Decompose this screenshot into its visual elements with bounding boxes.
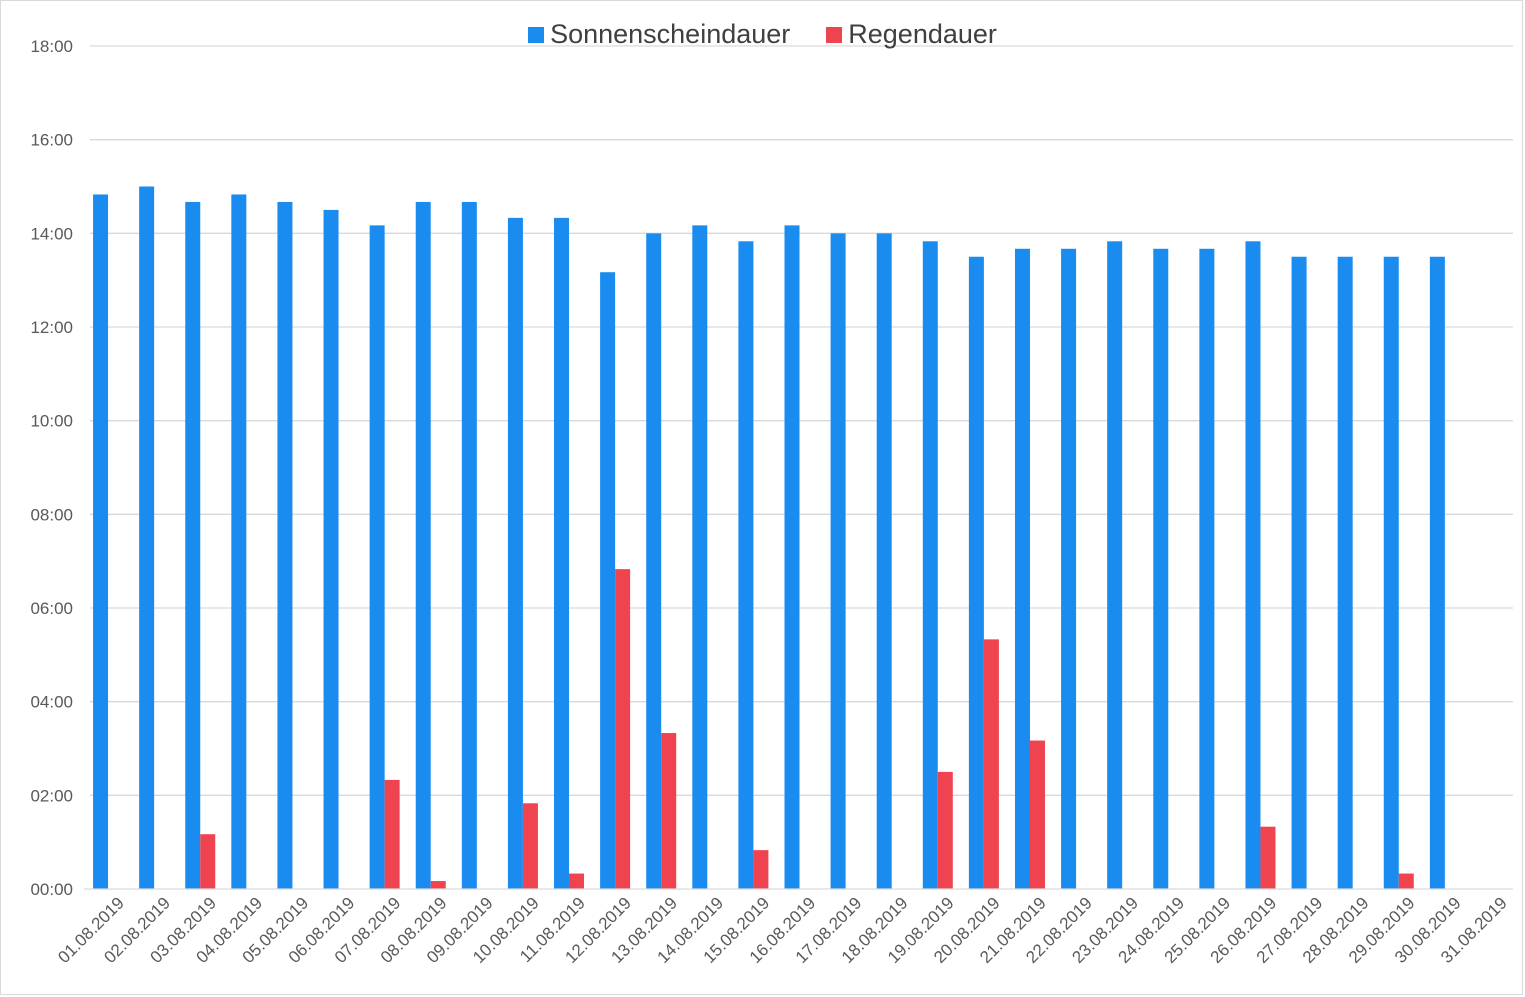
bar-sonnenschein [93,194,109,889]
bar-regen [522,803,538,889]
bar-regen [615,569,631,889]
bar-sonnenschein [1245,241,1261,890]
bar-regen [430,881,446,889]
y-tick-label: 00:00 [30,880,73,899]
y-tick-label: 02:00 [30,786,73,805]
bar-sonnenschein [554,217,570,890]
bar-sonnenschein [415,201,431,889]
bar-regen [1398,873,1414,889]
bars [93,186,1445,890]
bar-sonnenschein [507,217,523,890]
y-tick-label: 18:00 [30,37,73,56]
bar-sonnenschein [1153,248,1169,889]
bar-sonnenschein [277,201,293,889]
bar-sonnenschein [1383,256,1399,889]
bar-sonnenschein [1107,241,1123,890]
bar-sonnenschein [231,194,247,889]
y-tick-label: 10:00 [30,412,73,431]
bar-sonnenschein [738,241,754,890]
bar-sonnenschein [1337,256,1353,889]
bar-sonnenschein [830,233,846,890]
bar-sonnenschein [1061,248,1077,889]
bar-sonnenschein [323,209,339,889]
bar-regen [1029,740,1045,889]
bar-sonnenschein [1429,256,1445,889]
bar-sonnenschein [1199,248,1215,889]
bar-regen [1260,826,1276,889]
x-axis: 01.08.201902.08.201903.08.201904.08.2019… [54,888,1513,967]
bar-regen [569,873,585,889]
bar-sonnenschein [461,201,477,889]
bar-regen [753,850,769,889]
bar-sonnenschein [692,225,708,889]
bar-regen [200,834,216,889]
bar-regen [983,639,999,889]
bar-sonnenschein [1014,248,1030,889]
y-tick-label: 14:00 [30,224,73,243]
bar-regen [937,771,953,889]
bar-sonnenschein [922,241,938,890]
bar-sonnenschein [968,256,984,889]
bar-regen [384,779,400,889]
bar-sonnenschein [139,186,155,889]
y-tick-label: 16:00 [30,131,73,150]
bar-sonnenschein [600,272,616,890]
bar-sonnenschein [784,225,800,889]
bar-regen [661,733,677,889]
y-tick-label: 08:00 [30,505,73,524]
bar-sonnenschein [185,201,201,889]
bar-sonnenschein [369,225,385,889]
y-tick-label: 04:00 [30,693,73,712]
y-axis: 00:00 02:00 04:00 06:00 08:00 10:00 12:00 14:00… [30,37,73,899]
bar-sonnenschein [1291,256,1307,889]
bar-sonnenschein [646,233,662,890]
y-tick-label: 12:00 [30,318,73,337]
bar-sonnenschein [876,233,892,890]
y-tick-label: 06:00 [30,599,73,618]
